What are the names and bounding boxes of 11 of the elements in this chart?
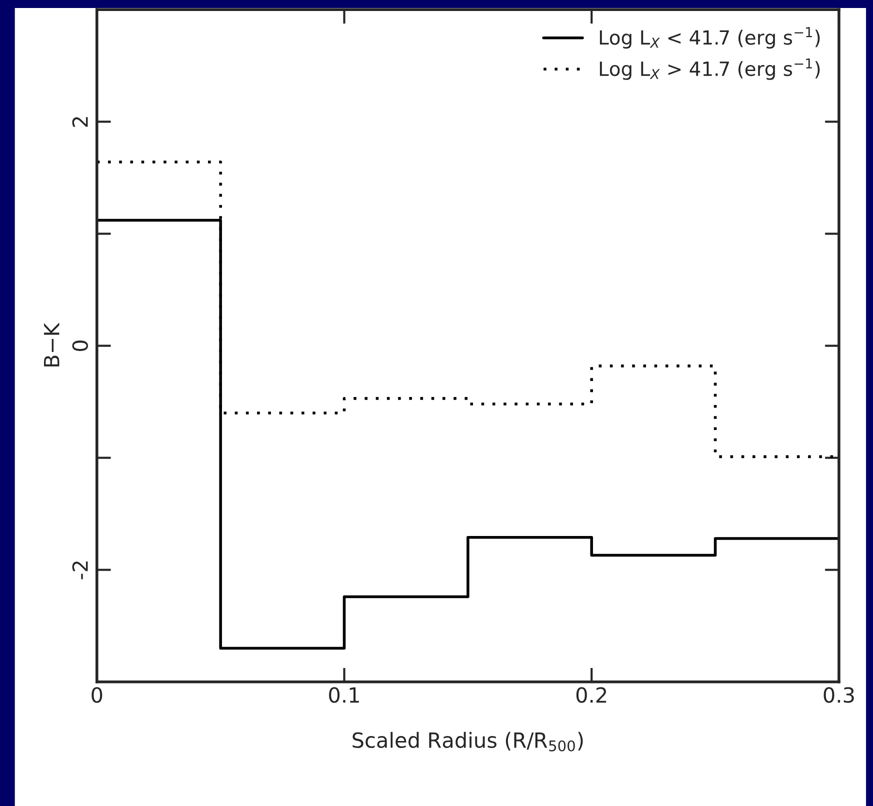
y-axis-title: B−K [44, 322, 60, 366]
x-tick-label: 0.2 [576, 687, 606, 703]
x-tick-label: 0.1 [329, 687, 359, 703]
x-tick-label: 0 [92, 687, 102, 703]
x-tick-label: 0.3 [824, 687, 854, 703]
y-tick-label: 0 [72, 340, 88, 352]
x-axis-title: Scaled Radius (R/R$_{500}$) [352, 732, 583, 752]
legend-label: Log L$_{X}$ < 41.7 (erg s$^{−1}$) [600, 27, 820, 49]
y-tick-label: 2 [72, 117, 88, 127]
y-tick-label: -2 [72, 562, 88, 580]
legend-label: Log L$_{X}$ > 41.7 (erg s$^{−1}$) [600, 58, 820, 80]
